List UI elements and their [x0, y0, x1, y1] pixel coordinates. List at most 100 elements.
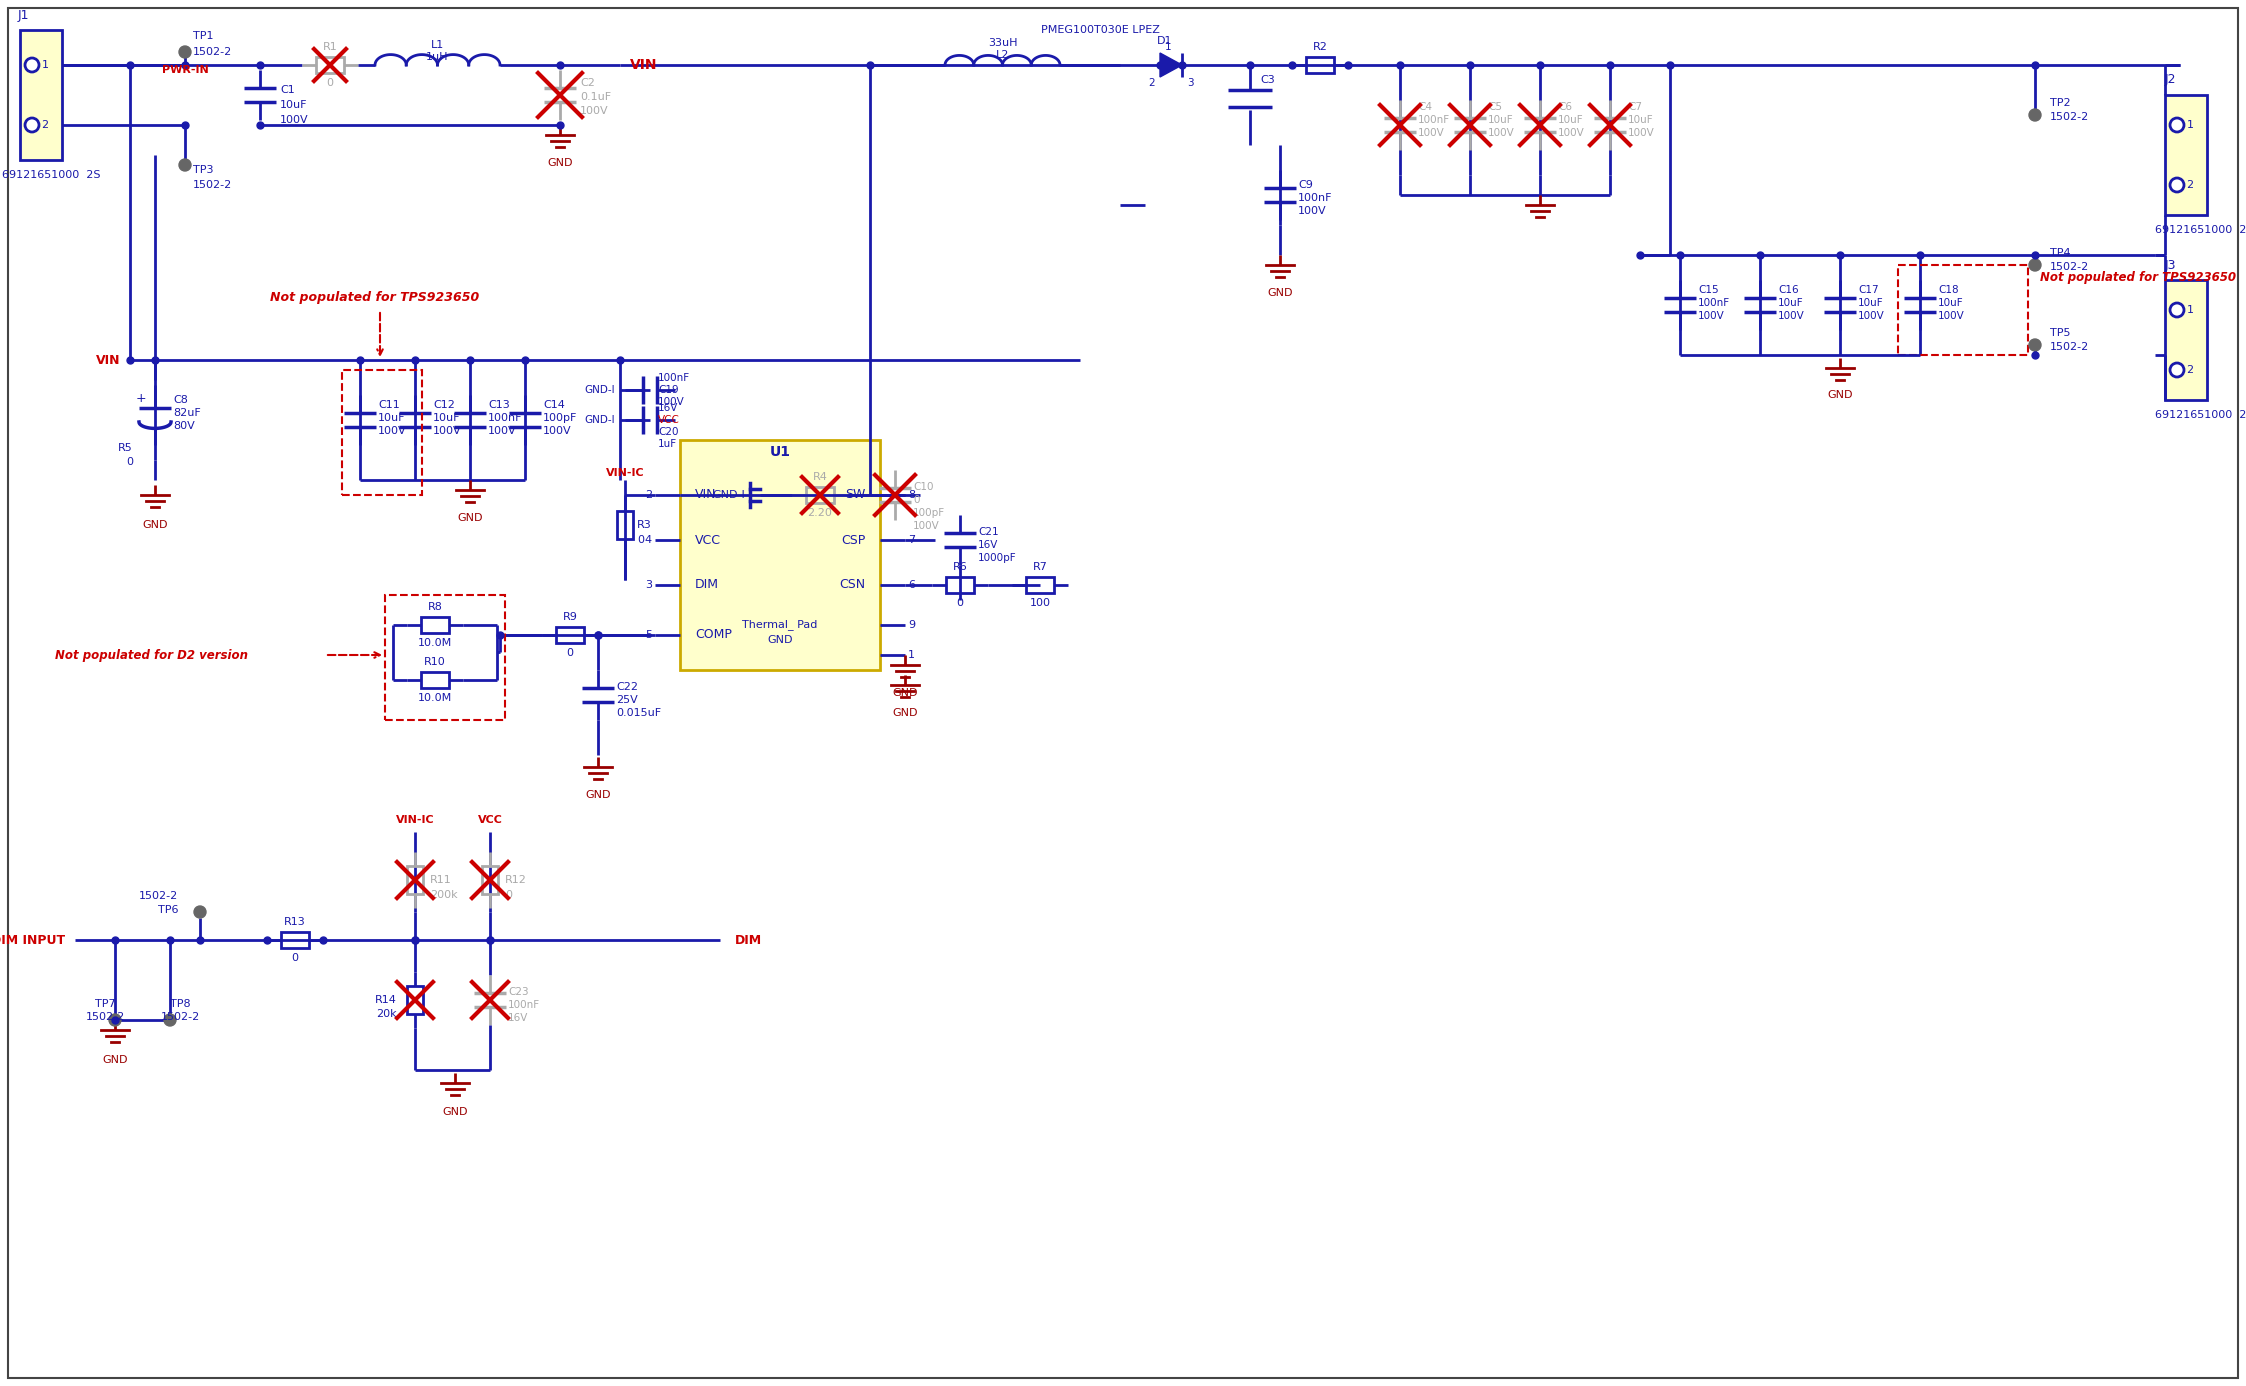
Text: U1: U1: [770, 445, 791, 459]
Text: DIM: DIM: [694, 578, 719, 592]
Text: PWR-IN: PWR-IN: [162, 65, 209, 75]
Circle shape: [2028, 109, 2042, 121]
Text: GND: GND: [586, 790, 611, 800]
Text: 100V: 100V: [1857, 310, 1884, 322]
Text: GND: GND: [548, 158, 573, 168]
Text: C15: C15: [1698, 286, 1718, 295]
Circle shape: [180, 159, 191, 170]
Text: 100pF: 100pF: [914, 509, 946, 518]
Text: 1502-2: 1502-2: [159, 1012, 200, 1021]
Text: L1: L1: [431, 40, 445, 50]
Text: 1502-2: 1502-2: [85, 1012, 124, 1021]
Text: GND: GND: [103, 1055, 128, 1064]
Text: R2: R2: [1312, 42, 1327, 53]
Text: 16V: 16V: [977, 541, 999, 550]
Circle shape: [25, 118, 38, 132]
Bar: [806, 486, 833, 503]
Text: TP5: TP5: [2051, 328, 2071, 338]
Bar: [681, 439, 880, 669]
Text: SW: SW: [844, 488, 865, 502]
Text: C19: C19: [658, 385, 678, 395]
Bar: [407, 985, 422, 1015]
Text: 1502-2: 1502-2: [2051, 342, 2089, 352]
Text: 1502-2: 1502-2: [193, 180, 231, 190]
Text: +: +: [135, 391, 146, 405]
Text: 100V: 100V: [1779, 310, 1806, 322]
Circle shape: [2028, 340, 2042, 351]
Text: 100nF: 100nF: [1417, 115, 1451, 125]
Bar: [1898, 265, 2028, 355]
Text: R3: R3: [638, 520, 651, 529]
Text: C20: C20: [658, 427, 678, 437]
Text: 6: 6: [907, 579, 914, 590]
Bar: [483, 866, 499, 894]
Text: J2: J2: [2165, 73, 2176, 86]
Circle shape: [2028, 259, 2042, 272]
Text: Not populated for TPS923650: Not populated for TPS923650: [2039, 270, 2237, 284]
Text: C6: C6: [1559, 103, 1572, 112]
Text: 1502-2: 1502-2: [2051, 262, 2089, 272]
Text: C23: C23: [508, 987, 528, 997]
Text: 100nF: 100nF: [508, 1001, 539, 1010]
Text: C16: C16: [1779, 286, 1799, 295]
Text: GND: GND: [458, 513, 483, 523]
Text: GND: GND: [141, 520, 168, 529]
Text: Not populated for TPS923650: Not populated for TPS923650: [270, 291, 478, 305]
Text: 2: 2: [645, 491, 651, 500]
Text: 5: 5: [645, 631, 651, 640]
Text: 10uF: 10uF: [1779, 298, 1804, 308]
Text: 4: 4: [645, 535, 651, 545]
Text: 10uF: 10uF: [433, 413, 460, 423]
Bar: [1305, 57, 1334, 73]
Bar: [420, 672, 449, 687]
Text: 69121651000  2S: 69121651000 2S: [2154, 410, 2246, 420]
Text: R5: R5: [119, 444, 133, 453]
Text: C18: C18: [1938, 286, 1959, 295]
Text: 0: 0: [292, 954, 299, 963]
Text: Thermal_ Pad: Thermal_ Pad: [743, 620, 818, 631]
Text: 100V: 100V: [579, 105, 609, 116]
Text: VIN: VIN: [629, 58, 658, 72]
Polygon shape: [1159, 53, 1181, 78]
Circle shape: [2170, 118, 2183, 132]
Circle shape: [25, 58, 38, 72]
Text: R6: R6: [952, 561, 968, 572]
Text: 100V: 100V: [433, 426, 463, 437]
Text: VIN-IC: VIN-IC: [606, 468, 645, 478]
Text: D1: D1: [1157, 36, 1172, 46]
Text: 3: 3: [1186, 78, 1193, 87]
Text: TP8: TP8: [171, 999, 191, 1009]
Bar: [1026, 577, 1053, 593]
Text: 0: 0: [566, 649, 573, 658]
Text: C3: C3: [1260, 75, 1276, 85]
Bar: [618, 511, 633, 539]
Text: C5: C5: [1489, 103, 1503, 112]
Circle shape: [2170, 304, 2183, 317]
Text: 100V: 100V: [487, 426, 517, 437]
Text: R7: R7: [1033, 561, 1047, 572]
Bar: [20, 30, 63, 159]
Circle shape: [180, 46, 191, 58]
Text: 0: 0: [126, 457, 133, 467]
Text: 100nF: 100nF: [1698, 298, 1729, 308]
Text: 10uF: 10uF: [1857, 298, 1884, 308]
Text: R12: R12: [505, 875, 528, 886]
Text: GND-I: GND-I: [712, 491, 746, 500]
Text: C9: C9: [1298, 180, 1314, 190]
Text: VCC: VCC: [658, 414, 681, 426]
Text: 1: 1: [1166, 42, 1172, 53]
Text: C2: C2: [579, 78, 595, 87]
Text: DIM: DIM: [734, 934, 761, 947]
Text: 10.0M: 10.0M: [418, 693, 451, 703]
Text: 100V: 100V: [281, 115, 308, 125]
Text: J1: J1: [18, 8, 29, 22]
Text: 10uF: 10uF: [1938, 298, 1963, 308]
Text: TP6: TP6: [157, 905, 177, 915]
Text: 69121651000  2S: 69121651000 2S: [2154, 225, 2246, 236]
Text: 100V: 100V: [1417, 128, 1444, 139]
Text: 10uF: 10uF: [1559, 115, 1583, 125]
Bar: [281, 931, 310, 948]
Text: 3: 3: [645, 579, 651, 590]
Text: 0: 0: [505, 890, 512, 900]
Bar: [384, 595, 505, 719]
